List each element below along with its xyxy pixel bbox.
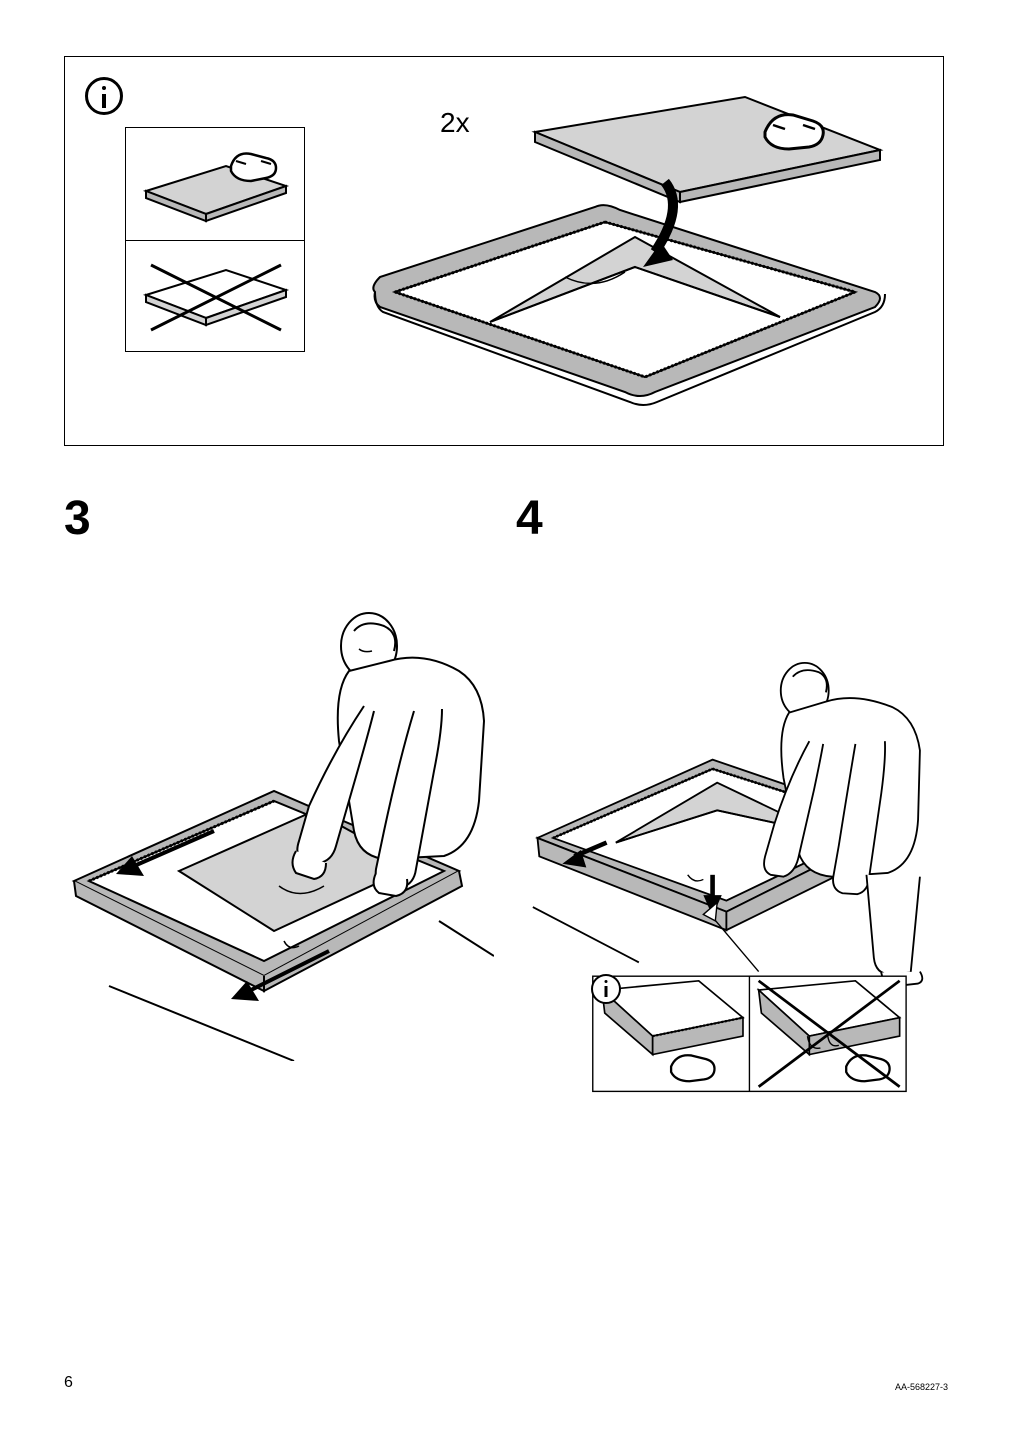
page-footer: 6 AA-568227-3	[64, 1374, 948, 1392]
correct-orientation-illust	[136, 136, 296, 231]
corner-tuck-guide	[593, 976, 906, 1091]
info-panel: 2x	[64, 56, 944, 446]
step-number: 3	[64, 491, 496, 546]
step-number: 4	[516, 491, 948, 546]
steps-row: 3	[64, 491, 948, 1101]
instruction-page: 2x	[0, 0, 1012, 1432]
info-icon	[85, 77, 123, 115]
page-number: 6	[64, 1374, 73, 1392]
step3-illustration	[64, 591, 494, 1061]
info-icon	[591, 974, 621, 1004]
orientation-guide	[125, 127, 305, 352]
divider	[126, 240, 304, 242]
step-4: 4	[516, 491, 948, 1101]
step-3: 3	[64, 491, 496, 1101]
person-figure	[293, 613, 485, 896]
wrong-orientation-illust	[136, 250, 296, 345]
document-id: AA-568227-3	[895, 1382, 948, 1392]
step4-illustration	[516, 626, 946, 1096]
person-figure	[764, 663, 922, 987]
insert-pads-illust	[345, 92, 905, 412]
